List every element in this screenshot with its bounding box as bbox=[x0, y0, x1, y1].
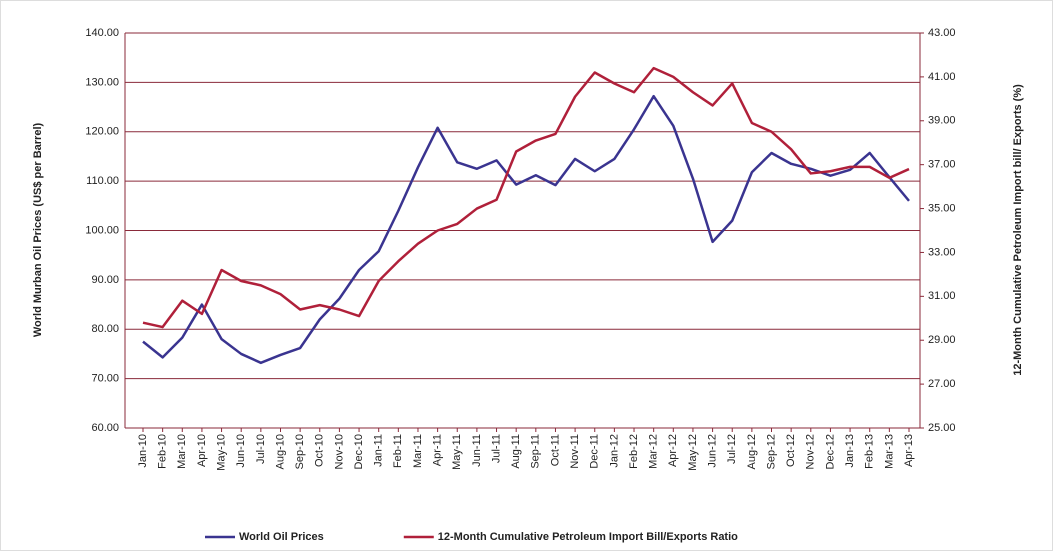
y-tick-label: 140.00 bbox=[85, 27, 119, 39]
x-tick-label: Sep-12 bbox=[765, 434, 777, 469]
y2-tick-label: 33.00 bbox=[928, 246, 956, 258]
y2-tick-label: 39.00 bbox=[928, 115, 956, 127]
x-tick-label: Aug-11 bbox=[510, 434, 522, 469]
y-tick-label: 90.00 bbox=[91, 274, 119, 286]
x-tick-label: Jun-11 bbox=[471, 434, 483, 467]
x-tick-label: Aug-10 bbox=[274, 434, 286, 469]
x-tick-label: Feb-10 bbox=[157, 434, 169, 469]
y2-tick-label: 37.00 bbox=[928, 159, 956, 171]
legend-label: World Oil Prices bbox=[239, 531, 324, 543]
x-tick-label: May-11 bbox=[451, 434, 463, 470]
x-tick-label: Dec-10 bbox=[353, 434, 365, 469]
x-tick-label: Jan-12 bbox=[608, 434, 620, 468]
series-line bbox=[142, 94, 910, 365]
x-tick-label: Mar-11 bbox=[412, 434, 424, 468]
x-tick-label: Mar-13 bbox=[883, 434, 895, 469]
x-tick-label: May-12 bbox=[687, 434, 699, 471]
x-tick-label: Jan-11 bbox=[373, 434, 385, 467]
x-tick-label: Jul-12 bbox=[726, 434, 738, 464]
x-tick-label: Oct-11 bbox=[549, 434, 561, 466]
y-tick-label: 100.00 bbox=[85, 224, 119, 236]
x-tick-label: Jan-10 bbox=[137, 434, 149, 468]
x-tick-label: Aug-12 bbox=[746, 434, 758, 469]
y2-tick-label: 43.00 bbox=[928, 27, 956, 39]
x-tick-label: Feb-11 bbox=[392, 434, 404, 468]
x-tick-label: Oct-10 bbox=[314, 434, 326, 467]
legend-label: 12-Month Cumulative Petroleum Import Bil… bbox=[438, 531, 738, 543]
x-tick-label: Mar-10 bbox=[176, 434, 188, 469]
y-tick-label: 130.00 bbox=[85, 76, 119, 88]
y2-tick-label: 25.00 bbox=[928, 422, 956, 434]
y2-tick-label: 41.00 bbox=[928, 71, 956, 83]
x-tick-label: Nov-12 bbox=[805, 434, 817, 469]
x-tick-label: Apr-10 bbox=[196, 434, 208, 467]
y2-tick-label: 31.00 bbox=[928, 290, 956, 302]
x-tick-label: Oct-12 bbox=[785, 434, 797, 467]
y-tick-label: 120.00 bbox=[85, 126, 119, 138]
x-tick-label: Sep-11 bbox=[530, 434, 542, 469]
y-tick-label: 60.00 bbox=[91, 422, 119, 434]
x-tick-label: Apr-13 bbox=[903, 434, 915, 467]
y2-tick-label: 29.00 bbox=[928, 334, 956, 346]
x-tick-label: Feb-13 bbox=[864, 434, 876, 469]
x-tick-label: Dec-12 bbox=[824, 434, 836, 469]
y-tick-label: 110.00 bbox=[86, 175, 119, 187]
x-tick-label: Apr-11 bbox=[432, 434, 444, 466]
x-tick-label: Jul-11 bbox=[490, 434, 502, 463]
x-tick-label: Nov-11 bbox=[569, 434, 581, 469]
series-line bbox=[142, 66, 910, 329]
x-tick-label: Feb-12 bbox=[628, 434, 640, 469]
x-tick-label: Apr-12 bbox=[667, 434, 679, 467]
x-tick-label: Jul-10 bbox=[255, 434, 267, 464]
x-tick-label: Sep-10 bbox=[294, 434, 306, 469]
x-tick-label: Jun-10 bbox=[235, 434, 247, 468]
y2-tick-label: 35.00 bbox=[928, 202, 956, 214]
y2-tick-label: 27.00 bbox=[928, 378, 956, 390]
y-tick-label: 80.00 bbox=[91, 323, 119, 335]
y2-axis-title: 12-Month Cumulative Petroleum Import bil… bbox=[1012, 84, 1024, 376]
y-axis-title: World Murban Oil Prices (US$ per Barrel) bbox=[32, 122, 44, 337]
x-tick-label: May-10 bbox=[215, 434, 227, 471]
y-tick-label: 70.00 bbox=[91, 373, 119, 385]
x-tick-label: Jan-13 bbox=[844, 434, 856, 468]
x-tick-label: Jun-12 bbox=[706, 434, 718, 468]
x-tick-label: Mar-12 bbox=[648, 434, 660, 469]
x-tick-label: Dec-11 bbox=[589, 434, 601, 469]
x-tick-label: Nov-10 bbox=[333, 434, 345, 469]
